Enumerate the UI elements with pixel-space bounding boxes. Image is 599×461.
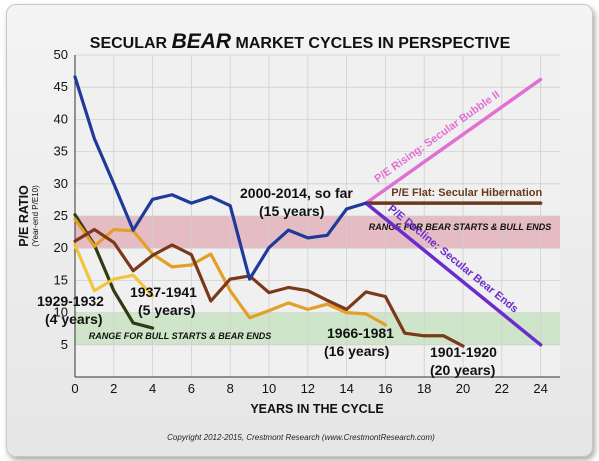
y-tick-label: 25 [54,208,68,223]
x-tick-label: 18 [417,381,431,396]
x-tick-label: 10 [262,381,276,396]
range-band [75,216,560,249]
series-sublabel-1901: (20 years) [430,362,495,378]
x-tick-label: 0 [71,381,78,396]
projection-line-decline [364,201,543,347]
x-tick-label: 12 [301,381,315,396]
y-tick-label: 15 [54,272,68,287]
series-sublabel-1937: (5 years) [138,302,196,318]
y-tick-label: 5 [61,337,68,352]
x-tick-label: 4 [149,381,156,396]
copyright-text: Copyright 2012-2015, Crestmont Research … [167,433,435,442]
y-tick-label: 20 [54,240,68,255]
x-tick-label: 2 [110,381,117,396]
series-label-1901: 1901-1920 [430,344,497,360]
series-sublabel-2000: (15 years) [259,203,324,219]
series-label-2000: 2000-2014, so far [240,185,353,201]
x-tick-label: 14 [339,381,353,396]
title-post: MARKET CYCLES IN PERSPECTIVE [236,35,511,52]
x-tick-label: 6 [188,381,195,396]
series-line-1966 [73,217,387,327]
x-axis-title: YEARS IN THE CYCLE [250,402,383,416]
y-tick-label: 10 [54,305,68,320]
y-tick-label: 30 [54,176,68,191]
projection-label-flat: P/E Flat: Secular Hibernation [391,187,542,199]
series-label-1937: 1937-1941 [130,284,197,300]
title-pre: SECULAR [90,35,168,52]
series-sublabel-1966: (16 years) [324,343,389,359]
band-label-low: RANGE FOR BULL STARTS & BEAR ENDS [89,331,272,341]
y-tick-label: 45 [54,79,68,94]
x-tick-label: 20 [456,381,470,396]
y-axis-title: P/E RATIO [17,185,31,247]
y-tick-label: 40 [54,111,68,126]
y-tick-label: 35 [54,144,68,159]
x-tick-label: 16 [378,381,392,396]
series-sublabel-1929: (4 years) [45,311,103,327]
band-label-high: RANGE FOR BEAR STARTS & BULL ENDS [369,222,552,232]
series-line-1937 [73,243,155,298]
y-tick-label: 50 [54,47,68,62]
x-tick-label: 22 [495,381,509,396]
y-axis-subtitle: (Year-end P/E10) [31,185,40,247]
chart-title: SECULAR BEAR MARKET CYCLES IN PERSPECTIV… [90,30,511,53]
series-line-2000 [73,75,368,281]
projection-line-rising [364,77,543,205]
series-label-1966: 1966-1981 [327,325,394,341]
title-emphasis: BEAR [172,30,232,53]
range-band [75,312,560,345]
x-tick-label: 24 [533,381,547,396]
series-line-1901 [73,227,465,348]
x-tick-label: 8 [227,381,234,396]
series-label-1929: 1929-1932 [37,293,104,309]
